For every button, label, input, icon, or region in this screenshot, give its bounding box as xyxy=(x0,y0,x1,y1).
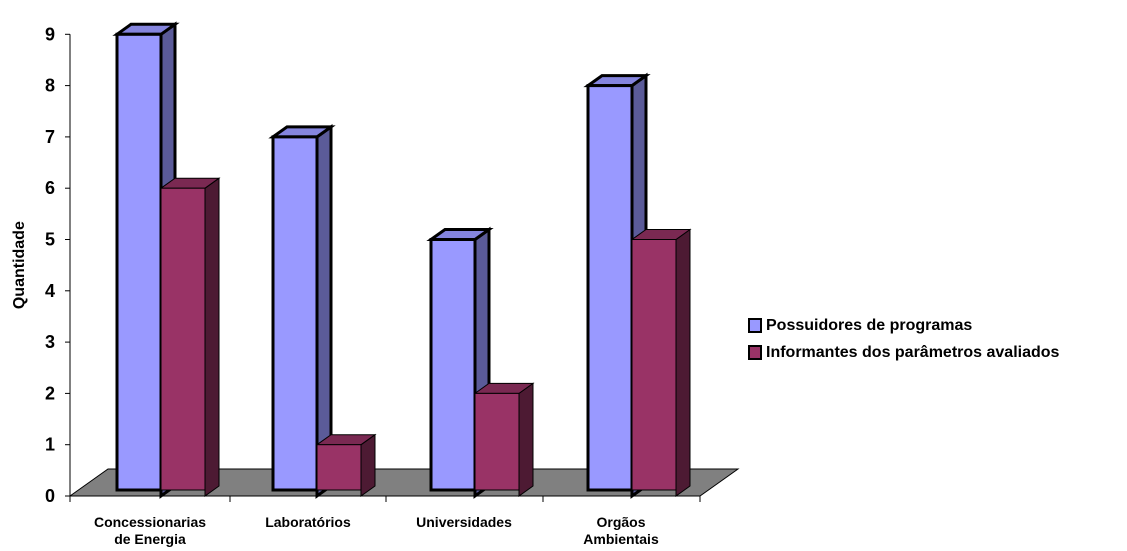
bar-front-face xyxy=(429,238,477,492)
bar-side-face xyxy=(675,228,691,497)
x-tick-label: Concessionarias de Energia xyxy=(94,514,206,547)
bar-side-face xyxy=(518,382,534,497)
y-tick-label: 8 xyxy=(45,76,55,96)
bar-front-face xyxy=(474,392,520,491)
bar-informantes-4 xyxy=(630,228,692,497)
y-tick-label: 9 xyxy=(45,24,55,44)
bar-informantes-2 xyxy=(315,433,377,497)
bar-side-face xyxy=(360,433,376,497)
y-tick-label: 4 xyxy=(45,281,55,301)
y-tick-label: 3 xyxy=(45,332,55,352)
y-axis-title: Quantidade xyxy=(11,221,28,309)
legend-swatch-series-1 xyxy=(748,318,762,333)
y-tick-label: 0 xyxy=(45,486,55,506)
bar-front-face xyxy=(271,135,319,492)
bar-side-face xyxy=(204,177,220,497)
x-tick-label: Orgãos Ambientais xyxy=(583,514,659,547)
x-tick-label: Laboratórios xyxy=(265,514,351,530)
chart-labels: 0 1 2 3 4 5 6 7 8 9 Quantidade Concessionarias de En… xyxy=(11,24,659,547)
legend-swatch-series-2 xyxy=(748,345,762,360)
chart-axes xyxy=(65,33,701,502)
y-tick-label: 1 xyxy=(45,435,55,455)
chart-bars xyxy=(112,21,692,499)
y-tick-label: 6 xyxy=(45,178,55,198)
bar-front-face xyxy=(316,444,362,491)
bar-informantes-1 xyxy=(159,177,221,497)
bar-front-face xyxy=(586,84,634,492)
legend-label-series-1: Possuidores de programas xyxy=(766,316,973,334)
bar-front-face xyxy=(160,187,206,491)
y-tick-label: 5 xyxy=(45,230,55,250)
y-tick-label: 2 xyxy=(45,383,55,403)
chart-legend: Possuidores de programas Informantes dos… xyxy=(748,312,1059,366)
bar-informantes-3 xyxy=(473,382,535,497)
bar-front-face xyxy=(115,32,163,492)
bar-front-face xyxy=(631,239,677,491)
legend-item-series-1: Possuidores de programas xyxy=(748,312,1059,339)
y-tick-label: 7 xyxy=(45,127,55,147)
legend-item-series-2: Informantes dos parâmetros avaliados xyxy=(748,339,1059,366)
legend-label-series-2: Informantes dos parâmetros avaliados xyxy=(766,343,1060,361)
bar-possuidores-2 xyxy=(268,123,336,499)
x-tick-label: Universidades xyxy=(416,514,512,530)
